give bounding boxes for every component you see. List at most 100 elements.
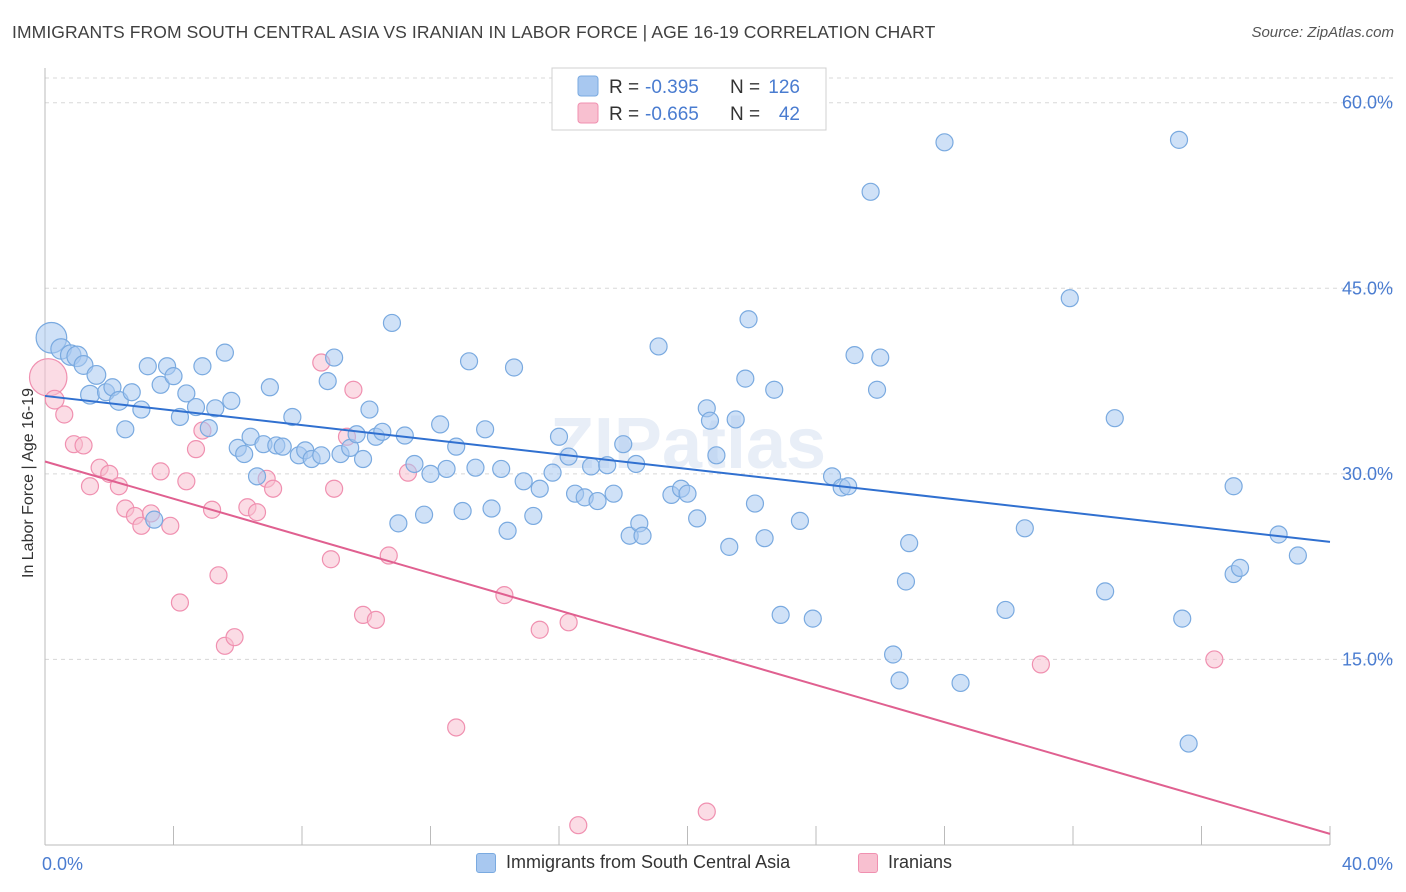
data-point [353, 449, 373, 469]
gridlines [45, 77, 1395, 660]
legend-label-iranians: Iranians [888, 852, 953, 872]
data-point [530, 620, 549, 639]
data-point [74, 436, 93, 455]
data-point [260, 378, 279, 397]
tick-labels: 15.0% 30.0% 45.0% 60.0% 0.0% 40.0% [42, 93, 1393, 874]
data-point [344, 380, 363, 399]
data-point [318, 371, 337, 391]
data-point [1169, 130, 1189, 149]
data-point [177, 384, 196, 403]
x-tick-label: 40.0% [1342, 854, 1393, 874]
data-point [726, 410, 745, 429]
data-point [325, 479, 344, 498]
data-point [1288, 546, 1307, 565]
data-point [614, 435, 633, 454]
data-point [44, 389, 65, 410]
data-point [678, 484, 697, 503]
data-point [861, 182, 880, 201]
series-immigrants-points [35, 130, 1307, 753]
data-point [569, 816, 588, 835]
data-point [161, 516, 180, 535]
data-point [151, 375, 170, 394]
data-point [199, 418, 218, 438]
data-point [373, 422, 392, 441]
data-point [431, 415, 450, 434]
data-point [170, 593, 190, 612]
chart-title: IMMIGRANTS FROM SOUTH CENTRAL ASIA VS IR… [12, 22, 936, 42]
legend-item-immigrants[interactable]: Immigrants from South Central Asia [476, 852, 790, 873]
data-point [765, 380, 784, 399]
data-point [604, 484, 623, 503]
data-point [1060, 289, 1079, 308]
data-point [389, 514, 408, 533]
data-point [543, 463, 562, 482]
data-point [1224, 477, 1243, 496]
data-point [145, 510, 164, 529]
data-point [347, 425, 366, 444]
data-point [209, 566, 228, 585]
data-point [1230, 558, 1250, 577]
legend-item-iranians[interactable]: Iranians [858, 852, 952, 873]
data-point [466, 458, 485, 477]
data-point [405, 454, 424, 474]
data-point [1105, 409, 1124, 428]
data-point [325, 348, 344, 367]
data-point [867, 380, 887, 399]
data-point [883, 645, 903, 664]
data-point [504, 358, 524, 377]
data-point [360, 400, 379, 419]
data-point [845, 346, 864, 365]
data-point [138, 357, 157, 376]
legend-label-immigrants: Immigrants from South Central Asia [506, 852, 791, 872]
data-point [215, 343, 234, 362]
data-point [421, 464, 440, 483]
data-point [235, 444, 254, 464]
data-point [755, 529, 774, 548]
legend-r-value: -0.665 [645, 104, 699, 125]
data-point [871, 348, 890, 367]
data-point [700, 411, 720, 430]
legend-swatch-blue [476, 852, 496, 873]
data-point [177, 472, 196, 491]
data-point [803, 609, 822, 628]
source-label: Source: ZipAtlas.com [1251, 24, 1394, 41]
data-point [530, 479, 549, 498]
series-iranians-points [28, 353, 1224, 835]
data-point [1031, 655, 1050, 674]
data-point [790, 511, 810, 530]
y-tick-label: 15.0% [1342, 649, 1393, 669]
data-point [151, 462, 170, 481]
data-point [514, 472, 533, 491]
data-point [492, 459, 511, 479]
data-point [900, 534, 919, 553]
data-point [453, 501, 472, 521]
legend-swatch-pink [858, 852, 878, 873]
data-point [283, 407, 302, 427]
axes [44, 68, 1331, 846]
bottom-legend: Immigrants from South Central Asia Irani… [0, 852, 1406, 878]
data-point [1179, 734, 1198, 753]
data-point [55, 405, 74, 424]
data-point [186, 440, 206, 459]
legend-r-value: -0.395 [645, 77, 699, 98]
x-tick-label: 0.0% [42, 854, 83, 874]
legend-r-label: R = [609, 77, 639, 98]
data-point [688, 509, 707, 528]
data-point [476, 420, 495, 439]
data-point [896, 572, 916, 591]
data-point [697, 802, 716, 821]
data-point [745, 494, 765, 513]
data-point [132, 400, 151, 419]
y-tick-label: 45.0% [1342, 278, 1393, 298]
y-axis-label: In Labor Force | Age 16-19 [20, 387, 37, 578]
data-point [482, 499, 501, 518]
legend-n-value: 42 [779, 104, 800, 125]
data-point [951, 673, 970, 693]
data-point [633, 526, 652, 545]
data-point [116, 420, 135, 439]
data-point [459, 352, 479, 371]
top-legend: R = -0.395 N = 126 R = -0.665 N = 42 [551, 67, 827, 131]
data-point [935, 133, 954, 152]
data-point [186, 397, 206, 417]
data-point [247, 467, 267, 486]
